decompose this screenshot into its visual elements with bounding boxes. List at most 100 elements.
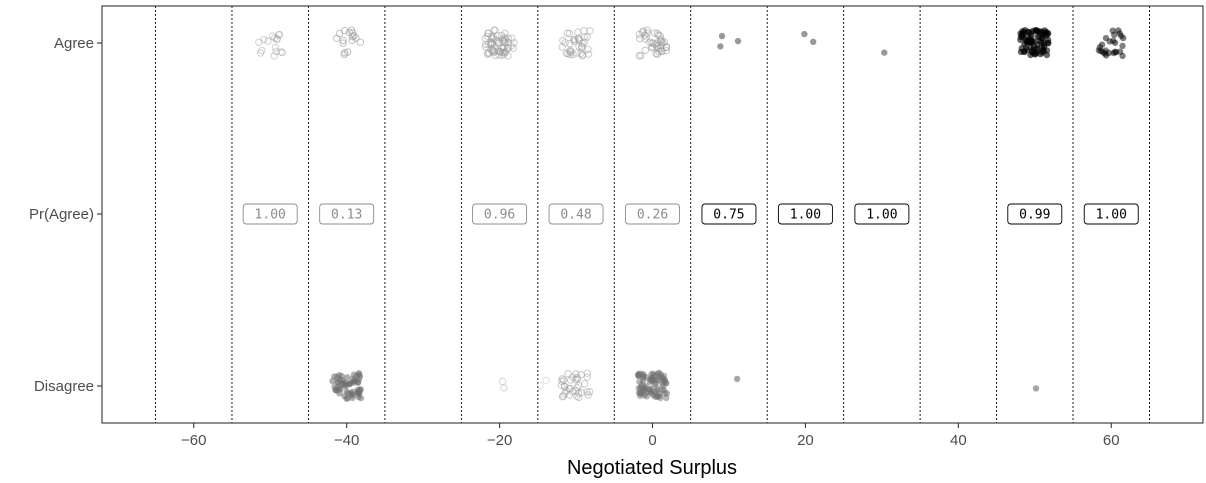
data-point (508, 34, 516, 42)
data-point (336, 390, 343, 397)
data-point (1034, 27, 1041, 34)
data-point (560, 376, 568, 384)
data-point (656, 377, 663, 384)
data-point (1041, 27, 1048, 34)
data-point (491, 26, 499, 34)
data-point (641, 46, 649, 54)
data-point (643, 29, 651, 37)
data-point (1096, 44, 1104, 51)
probability-label-text: 1.00 (1096, 208, 1127, 223)
data-point (335, 29, 344, 38)
data-point (272, 47, 280, 56)
data-point (1040, 48, 1047, 55)
data-point (656, 390, 663, 397)
data-point (1115, 27, 1122, 34)
probability-label-box (777, 203, 833, 225)
data-point (1027, 35, 1034, 42)
probability-label-box (1007, 203, 1063, 225)
data-point (569, 36, 578, 44)
data-point (1032, 385, 1040, 392)
data-point (649, 39, 657, 47)
data-point (567, 48, 575, 56)
data-point (278, 48, 287, 57)
probability-label-box (472, 203, 528, 225)
data-point (344, 374, 351, 381)
data-point (483, 32, 492, 40)
probability-label-text: 0.48 (560, 208, 591, 223)
data-point (881, 49, 888, 56)
data-point (635, 371, 642, 378)
data-points (255, 26, 1127, 402)
x-tick-label: −20 (487, 432, 512, 449)
data-point (348, 36, 356, 45)
data-point (1033, 47, 1041, 54)
probability-label: 1.00 (777, 203, 833, 225)
data-point (490, 47, 498, 55)
data-point (571, 376, 580, 384)
probability-label-box (548, 203, 604, 225)
probability-label-text: 1.00 (255, 208, 286, 223)
data-point (663, 394, 670, 402)
data-point (271, 43, 280, 52)
data-point (651, 377, 658, 384)
y-tick-label: Agree (54, 35, 94, 52)
data-point (575, 42, 583, 50)
x-tick-label: 40 (950, 432, 967, 449)
probability-label-text: 0.13 (331, 208, 362, 223)
data-point (275, 30, 284, 39)
data-point (653, 39, 662, 47)
probability-label: 0.13 (319, 203, 375, 225)
data-point (663, 390, 671, 397)
data-point (662, 43, 671, 51)
data-point (1034, 33, 1041, 40)
y-tick-label: Disagree (34, 378, 94, 395)
data-point (1109, 27, 1117, 34)
data-point (558, 375, 566, 383)
x-tick-label: 20 (797, 432, 814, 449)
y-axis: Agree Pr(Agree) Disagree (29, 35, 102, 395)
data-point (1021, 48, 1028, 55)
data-point (264, 37, 272, 45)
data-point (497, 31, 506, 40)
data-point (509, 44, 517, 52)
data-point (495, 38, 503, 47)
data-point (718, 32, 726, 40)
data-point (567, 376, 575, 384)
probability-label: 0.75 (701, 203, 757, 225)
data-point (339, 36, 347, 45)
data-point (500, 50, 508, 58)
data-point (344, 394, 351, 402)
data-point (354, 389, 362, 396)
probability-label: 0.96 (472, 203, 528, 225)
data-point (581, 33, 589, 41)
x-axis: −60 −40 −20 0 20 40 60 (181, 423, 1120, 449)
data-point (498, 51, 506, 59)
probability-label-text: 0.99 (1019, 208, 1050, 223)
data-point (340, 50, 348, 59)
data-point (510, 39, 518, 47)
data-point (273, 35, 281, 43)
data-point (643, 26, 652, 34)
y-tick-label: Pr(Agree) (29, 206, 94, 223)
data-point (1019, 30, 1026, 37)
data-point (810, 38, 817, 45)
data-point (637, 51, 645, 60)
data-point (586, 27, 594, 35)
data-point (352, 34, 360, 42)
data-point (575, 381, 583, 390)
data-point (487, 38, 496, 46)
data-point (583, 388, 591, 396)
data-point (641, 391, 648, 399)
data-point (801, 30, 808, 38)
data-point (339, 39, 347, 47)
data-point (583, 373, 591, 381)
data-point (573, 384, 581, 392)
data-point (575, 393, 583, 402)
data-point (349, 379, 357, 386)
data-point (654, 385, 661, 392)
probability-label: 1.00 (1083, 203, 1139, 225)
data-point (717, 43, 724, 50)
data-point (661, 377, 669, 384)
data-point (275, 31, 283, 39)
probability-label-box (1083, 203, 1139, 225)
